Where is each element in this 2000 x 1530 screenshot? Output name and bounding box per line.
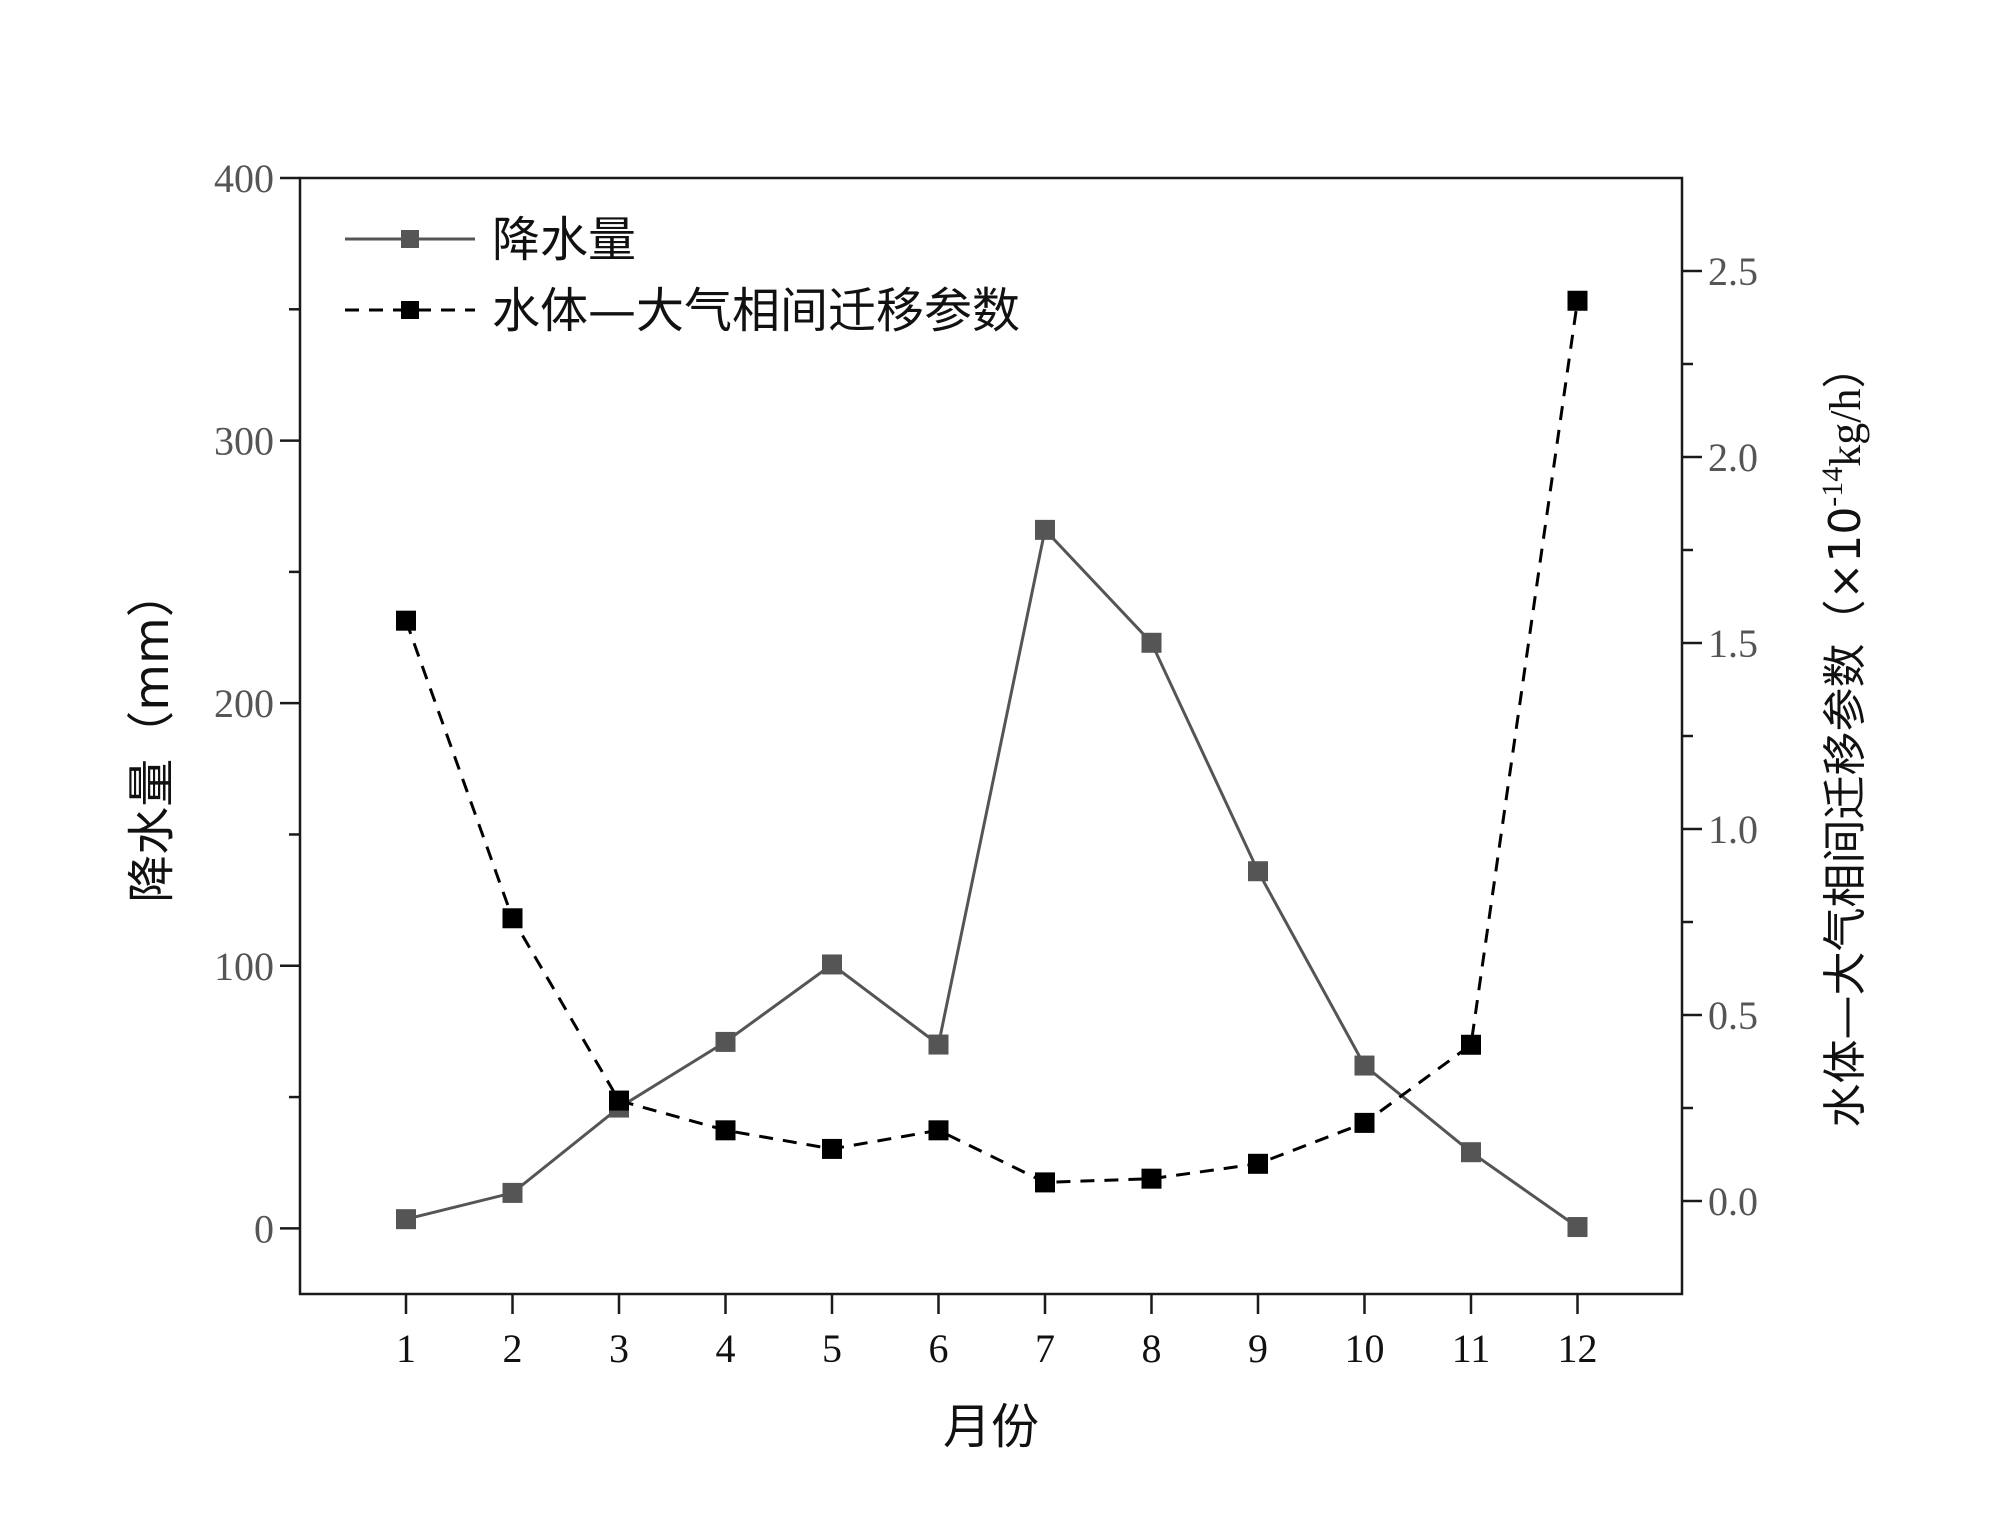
series-0-point-5 (822, 954, 842, 975)
series-0-point-4 (715, 1031, 736, 1052)
legend-label-migration: 水体—大气相间迁移参数 (492, 283, 1020, 339)
right-tick-label: 0.0 (1708, 1179, 1758, 1224)
series-0-point-9 (1248, 861, 1268, 882)
left-tick-label: 100 (214, 944, 274, 989)
legend-marker-migration (401, 301, 419, 319)
series-0-point-1 (396, 1209, 416, 1230)
series-0-point-2 (502, 1182, 523, 1203)
left-tick-label: 400 (214, 156, 274, 201)
right-tick-label: 2.0 (1708, 435, 1758, 480)
x-axis: 1 2 3 4 5 6 7 8 9 10 11 12 (396, 1294, 1598, 1371)
right-tick-label: 1.5 (1708, 621, 1758, 666)
right-tick-label: 2.5 (1708, 249, 1758, 294)
x-tick-label: 11 (1452, 1326, 1491, 1371)
series-line-1 (404, 300, 1579, 1184)
series-1-point-2 (502, 908, 523, 929)
series-1-point-10 (1354, 1112, 1375, 1133)
x-tick-label: 2 (503, 1326, 523, 1371)
series-1-point-11 (1461, 1034, 1481, 1055)
series-1-point-4 (715, 1120, 736, 1141)
series-line-0 (405, 526, 1579, 1229)
series-1-point-6 (928, 1120, 949, 1141)
series-1-point-9 (1248, 1153, 1268, 1174)
series-1-point-1 (396, 610, 416, 631)
left-axis-title: 降水量（mm） (124, 569, 180, 903)
series-0-point-6 (928, 1034, 949, 1055)
x-tick-label: 6 (929, 1326, 949, 1371)
right-axis-title-prefix: 水体—大气相间迁移参数（×10 (1820, 507, 1871, 1128)
series-1-point-3 (609, 1090, 629, 1111)
series-0-point-12 (1567, 1217, 1588, 1238)
series-1-point-12 (1567, 290, 1588, 311)
series-0-point-10 (1354, 1055, 1375, 1076)
x-tick-label: 3 (609, 1326, 629, 1371)
right-axis: 0.0 0.5 1.0 1.5 2.0 2.5 (1682, 249, 1758, 1224)
left-axis: 0 100 200 300 400 (214, 156, 300, 1251)
series-0-point-8 (1141, 632, 1162, 653)
legend-marker-precipitation (401, 230, 419, 248)
right-axis-title-suffix: kg/h） (1821, 344, 1870, 466)
series-1-point-7 (1035, 1172, 1055, 1193)
series-0-point-11 (1461, 1142, 1481, 1163)
right-axis-title: 水体—大气相间迁移参数（×10-14kg/h） (1816, 344, 1871, 1127)
x-tick-label: 7 (1035, 1326, 1055, 1371)
left-tick-label: 300 (214, 419, 274, 464)
x-tick-label: 9 (1248, 1326, 1268, 1371)
x-tick-label: 5 (822, 1326, 842, 1371)
x-tick-label: 4 (716, 1326, 736, 1371)
x-tick-label: 1 (396, 1326, 416, 1371)
series-0-point-7 (1035, 519, 1055, 540)
legend-label-precipitation: 降水量 (492, 212, 636, 268)
x-tick-label: 8 (1142, 1326, 1162, 1371)
x-axis-title: 月份 (943, 1399, 1039, 1455)
legend: 降水量 水体—大气相间迁移参数 (345, 212, 1020, 339)
plot-frame (298, 176, 1684, 1296)
series-layer (396, 290, 1588, 1238)
left-tick-label: 0 (254, 1206, 274, 1251)
x-tick-label: 12 (1558, 1326, 1598, 1371)
series-1-point-8 (1141, 1168, 1162, 1189)
left-tick-label: 200 (214, 681, 274, 726)
right-tick-label: 0.5 (1708, 993, 1758, 1038)
series-1-point-5 (822, 1138, 842, 1159)
x-tick-label: 10 (1345, 1326, 1385, 1371)
right-axis-title-exponent: -14 (1816, 467, 1849, 507)
right-tick-label: 1.0 (1708, 807, 1758, 852)
